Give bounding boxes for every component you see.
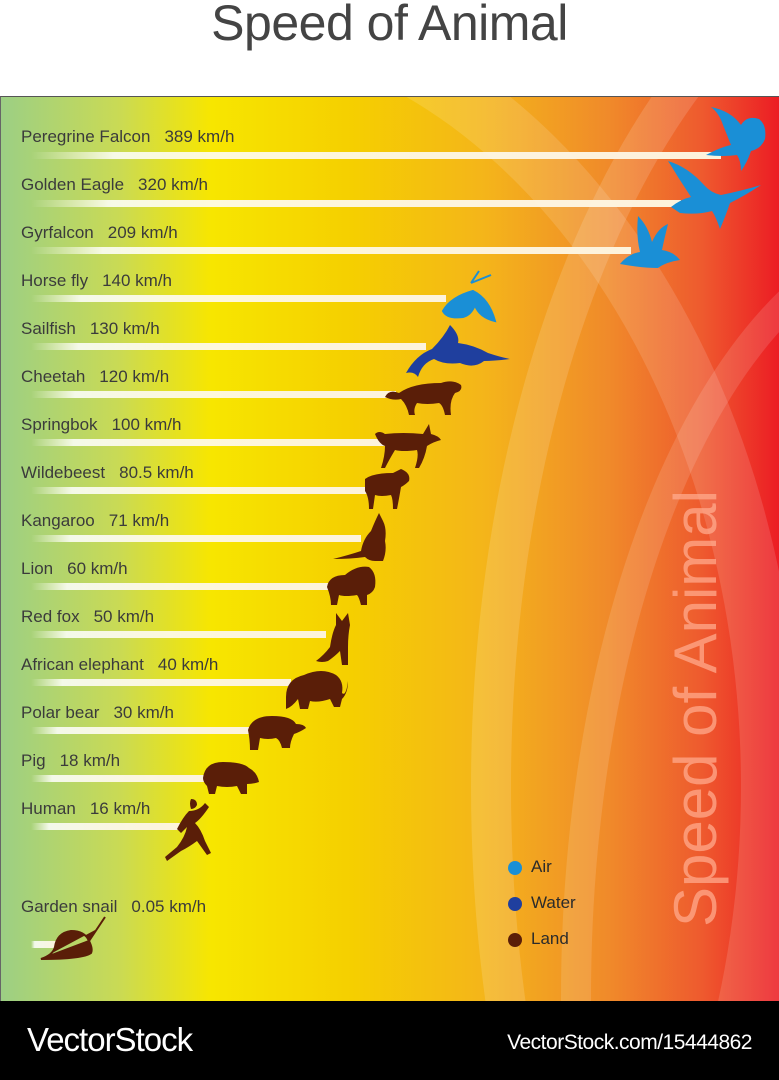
- animal-name: Pig: [21, 751, 46, 770]
- animal-speed: 80.5 km/h: [119, 463, 194, 482]
- animal-speed: 30 km/h: [113, 703, 174, 722]
- speed-bar: [31, 583, 331, 590]
- land-dot-icon: [508, 933, 522, 947]
- animal-speed: 389 km/h: [164, 127, 235, 146]
- human-runner-icon: [165, 799, 211, 861]
- red-fox-icon: [316, 613, 350, 665]
- page-title: Speed of Animal: [211, 0, 568, 51]
- springbok-icon: [375, 424, 441, 468]
- animal-name: Horse fly: [21, 271, 89, 290]
- speed-bar: [31, 200, 681, 207]
- animal-speed: 120 km/h: [99, 367, 170, 386]
- row-label: Human 16 km/h: [21, 799, 150, 819]
- animal-speed: 100 km/h: [111, 415, 182, 434]
- horse-fly-icon: [441, 270, 497, 323]
- african-elephant-icon: [286, 671, 348, 709]
- animal-name: Golden Eagle: [21, 175, 125, 194]
- pig-icon: [203, 762, 259, 794]
- animal-speed: 140 km/h: [102, 271, 173, 290]
- wildebeest-icon: [365, 469, 410, 509]
- water-dot-icon: [508, 897, 522, 911]
- speed-bar: [31, 295, 446, 302]
- animal-name: Garden snail: [21, 897, 118, 916]
- row-label: African elephant 40 km/h: [21, 655, 218, 675]
- row-label: Cheetah 120 km/h: [21, 367, 169, 387]
- air-dot-icon: [508, 861, 522, 875]
- animal-name: Cheetah: [21, 367, 86, 386]
- animal-name: Wildebeest: [21, 463, 106, 482]
- animal-speed: 40 km/h: [157, 655, 219, 674]
- speed-bar: [31, 343, 426, 350]
- speed-bar: [31, 247, 631, 254]
- animal-name: African elephant: [21, 655, 144, 674]
- row-label: Polar bear 30 km/h: [21, 703, 174, 723]
- animal-name: Lion: [21, 559, 54, 578]
- watermark-footer: VectorStock VectorStock.com/15444862: [0, 1001, 779, 1080]
- peregrine-falcon-icon: [706, 107, 766, 171]
- row-label: Golden Eagle 320 km/h: [21, 175, 208, 195]
- gyrfalcon-icon: [620, 216, 680, 268]
- row-label: Kangaroo 71 km/h: [21, 511, 169, 531]
- animal-speed: 50 km/h: [93, 607, 155, 626]
- image-url: VectorStock.com/15444862: [507, 1031, 752, 1054]
- animal-name: Sailfish: [21, 319, 76, 338]
- animal-name: Peregrine Falcon: [21, 127, 151, 146]
- speed-bar: [31, 775, 206, 782]
- row-label: Gyrfalcon 209 km/h: [21, 223, 178, 243]
- speed-bar: [31, 727, 251, 734]
- garden-snail-icon: [40, 916, 106, 960]
- speed-bar: [31, 823, 181, 830]
- speed-bar: [31, 679, 291, 686]
- row-label: Horse fly 140 km/h: [21, 271, 172, 291]
- animal-speed: 18 km/h: [59, 751, 121, 770]
- animal-name: Polar bear: [21, 703, 100, 722]
- row-label: Sailfish 130 km/h: [21, 319, 160, 339]
- speed-bar: [31, 487, 371, 494]
- animal-speed: 60 km/h: [67, 559, 128, 578]
- row-label: Red fox 50 km/h: [21, 607, 154, 627]
- speed-bar: [31, 535, 361, 542]
- animal-speed: 16 km/h: [89, 799, 151, 818]
- golden-eagle-icon: [668, 161, 761, 229]
- lion-icon: [327, 566, 376, 605]
- side-title: Speed of Animal: [662, 490, 729, 927]
- row-label: Garden snail 0.05 km/h: [21, 897, 206, 917]
- speed-bar: [31, 631, 326, 638]
- animal-speed: 130 km/h: [89, 319, 160, 338]
- sailfish-icon: [406, 325, 510, 377]
- speed-bar: [31, 941, 61, 948]
- brand-logo: VectorStock: [27, 1021, 193, 1058]
- animal-speed: 320 km/h: [138, 175, 208, 194]
- row-label: Pig 18 km/h: [21, 751, 120, 771]
- animal-name: Red fox: [21, 607, 80, 626]
- speed-bar: [31, 391, 396, 398]
- animal-speed: 0.05 km/h: [131, 897, 207, 916]
- row-label: Lion 60 km/h: [21, 559, 128, 579]
- speed-bar: [31, 152, 721, 159]
- animal-name: Springbok: [21, 415, 98, 434]
- polar-bear-icon: [248, 716, 306, 750]
- animal-speed: 71 km/h: [108, 511, 170, 530]
- speed-bar: [31, 439, 386, 446]
- animal-name: Kangaroo: [21, 511, 95, 530]
- kangaroo-icon: [333, 513, 386, 561]
- chart-panel: Speed of Animal Peregrine Falcon 389 km/h…: [0, 96, 779, 1002]
- row-label: Peregrine Falcon 389 km/h: [21, 127, 234, 147]
- animal-speed: 209 km/h: [107, 223, 178, 242]
- cheetah-icon: [385, 381, 462, 415]
- row-label: Springbok 100 km/h: [21, 415, 182, 435]
- row-label: Wildebeest 80.5 km/h: [21, 463, 194, 483]
- animal-name: Human: [21, 799, 76, 818]
- animal-name: Gyrfalcon: [21, 223, 94, 242]
